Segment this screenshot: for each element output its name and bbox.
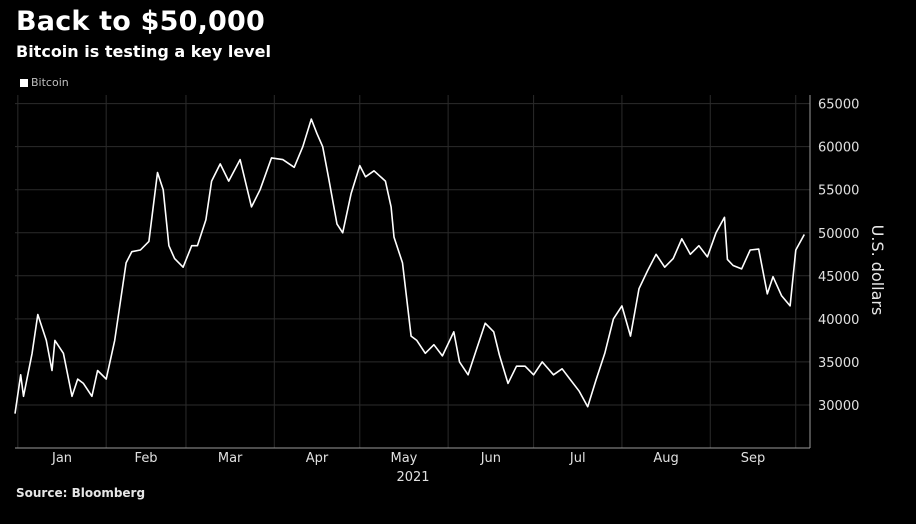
- y-tick-label: 30000: [818, 399, 859, 414]
- bitcoin-series-line: [14, 118, 806, 414]
- y-tick-label: 65000: [818, 98, 859, 113]
- x-tick-label: Feb: [135, 451, 158, 466]
- chart-subtitle: Bitcoin is testing a key level: [16, 42, 271, 61]
- chart-title: Back to $50,000: [16, 6, 265, 37]
- y-tick-label: 50000: [818, 227, 859, 242]
- x-tick-label: Sep: [741, 451, 766, 466]
- source-note: Source: Bloomberg: [16, 486, 146, 500]
- y-tick-label: 35000: [818, 356, 859, 371]
- y-tick-label: 40000: [818, 313, 859, 328]
- legend-label: Bitcoin: [31, 76, 69, 89]
- x-axis: Jan Feb Mar Apr May Jun Jul Aug Sep: [51, 451, 765, 466]
- x-tick-label: Aug: [653, 451, 678, 466]
- x-tick-label: May: [391, 451, 418, 466]
- legend-swatch: [20, 78, 28, 87]
- y-axis: 30000 35000 40000 45000 50000 55000 60000 65000: [818, 98, 859, 414]
- x-tick-label: Apr: [306, 451, 329, 466]
- legend: Bitcoin: [20, 76, 69, 89]
- x-tick-label: Jun: [480, 451, 501, 466]
- x-year-label: 2021: [396, 470, 429, 485]
- y-axis-label: U.S. dollars: [868, 225, 887, 316]
- y-tick-label: 55000: [818, 184, 859, 199]
- x-tick-label: Jul: [569, 451, 586, 466]
- y-tick-label: 60000: [818, 141, 859, 156]
- y-tick-label: 45000: [818, 270, 859, 285]
- x-tick-label: Mar: [218, 451, 243, 466]
- grid: [15, 95, 811, 449]
- x-tick-label: Jan: [51, 451, 72, 466]
